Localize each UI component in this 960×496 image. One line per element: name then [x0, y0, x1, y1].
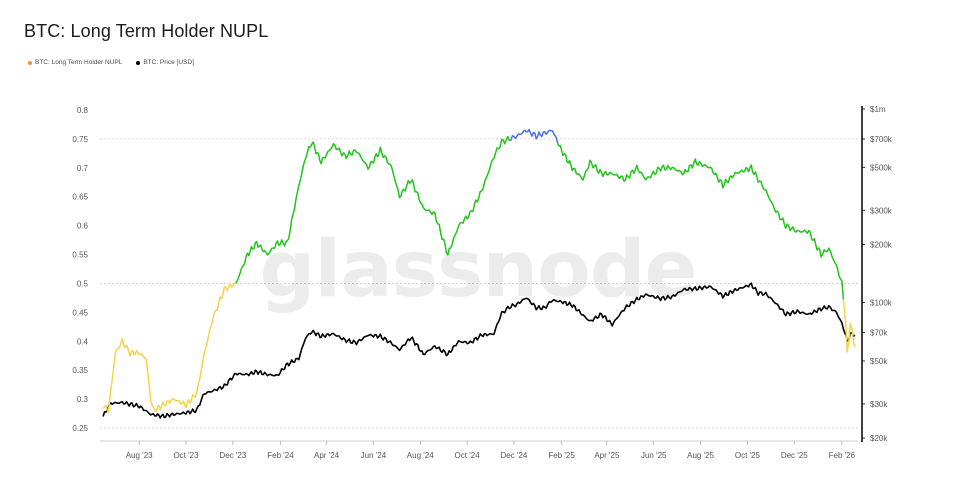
x-tick-label: Oct '24 [455, 451, 481, 460]
nupl-line-segment [235, 135, 511, 284]
nupl-line-segment [842, 299, 856, 353]
left-tick-label: 0.8 [77, 106, 89, 115]
price-series [102, 282, 856, 419]
left-tick-label: 0.75 [72, 135, 88, 144]
right-axis: $20k $30k $50k $70k $100k $200k $300k $500k $700… [861, 105, 893, 443]
x-tick-label: Aug '24 [407, 451, 434, 460]
legend-item-nupl[interactable]: BTC: Long Term Holder NUPL [28, 59, 122, 66]
left-tick-label: 0.55 [72, 251, 88, 260]
x-tick-label: Jun '24 [361, 451, 387, 460]
legend-dot-nupl [28, 60, 32, 65]
legend-label-price: BTC: Price [USD] [143, 59, 194, 66]
right-tick-label: $1m [870, 105, 886, 114]
nupl-line-segment [556, 142, 845, 300]
legend-item-price[interactable]: BTC: Price [USD] [136, 59, 194, 66]
x-tick-label: Jun '25 [641, 451, 667, 460]
x-tick-label: Apr '25 [594, 451, 620, 460]
left-tick-label: 0.4 [77, 337, 89, 346]
legend-dot-price [136, 60, 141, 65]
right-tick-label: $50k [870, 357, 888, 366]
right-tick-label: $20k [870, 434, 888, 443]
right-tick-label: $100k [870, 299, 893, 308]
left-tick-label: 0.3 [77, 395, 89, 404]
chart-title: BTC: Long Term Holder NUPL [24, 21, 269, 41]
right-tick-label: $70k [870, 329, 888, 338]
x-tick-label: Aug '25 [687, 451, 714, 460]
x-tick-label: Feb '24 [267, 451, 294, 460]
nupl-line-segment [102, 282, 237, 413]
left-tick-label: 0.25 [72, 424, 88, 433]
x-tick-label: Aug '23 [126, 451, 153, 460]
nupl-series [102, 128, 856, 413]
x-tick-label: Apr '24 [314, 451, 340, 460]
right-tick-label: $700k [870, 135, 893, 144]
right-tick-label: $30k [870, 400, 888, 409]
left-axis-ticks: 0.25 0.3 0.35 0.4 0.45 0.5 0.55 0.6 0.65 0.7 0.75 0… [72, 106, 88, 433]
right-tick-label: $300k [870, 206, 893, 215]
nupl-line-segment [509, 128, 559, 144]
legend: BTC: Long Term Holder NUPL BTC: Price [U… [28, 59, 194, 66]
legend-label-nupl: BTC: Long Term Holder NUPL [35, 59, 123, 66]
left-tick-label: 0.35 [72, 366, 88, 375]
x-tick-label: Dec '24 [501, 451, 528, 460]
x-tick-label: Feb '25 [548, 451, 575, 460]
price-line [102, 282, 856, 419]
left-tick-label: 0.5 [77, 279, 89, 288]
x-tick-label: Dec '23 [219, 451, 246, 460]
x-tick-label: Oct '23 [173, 451, 199, 460]
left-tick-label: 0.65 [72, 193, 88, 202]
right-tick-label: $200k [870, 240, 893, 249]
right-tick-label: $500k [870, 163, 893, 172]
left-tick-label: 0.45 [72, 308, 88, 317]
x-tick-label: Feb '26 [829, 451, 856, 460]
x-tick-label: Oct '25 [735, 451, 761, 460]
x-axis: Aug '23 Oct '23 Dec '23 Feb '24 Apr '24 Jun '… [100, 440, 858, 460]
left-tick-label: 0.6 [77, 222, 89, 231]
left-tick-label: 0.7 [77, 164, 89, 173]
x-tick-label: Dec '25 [781, 451, 808, 460]
watermark: glassnode [260, 225, 697, 315]
